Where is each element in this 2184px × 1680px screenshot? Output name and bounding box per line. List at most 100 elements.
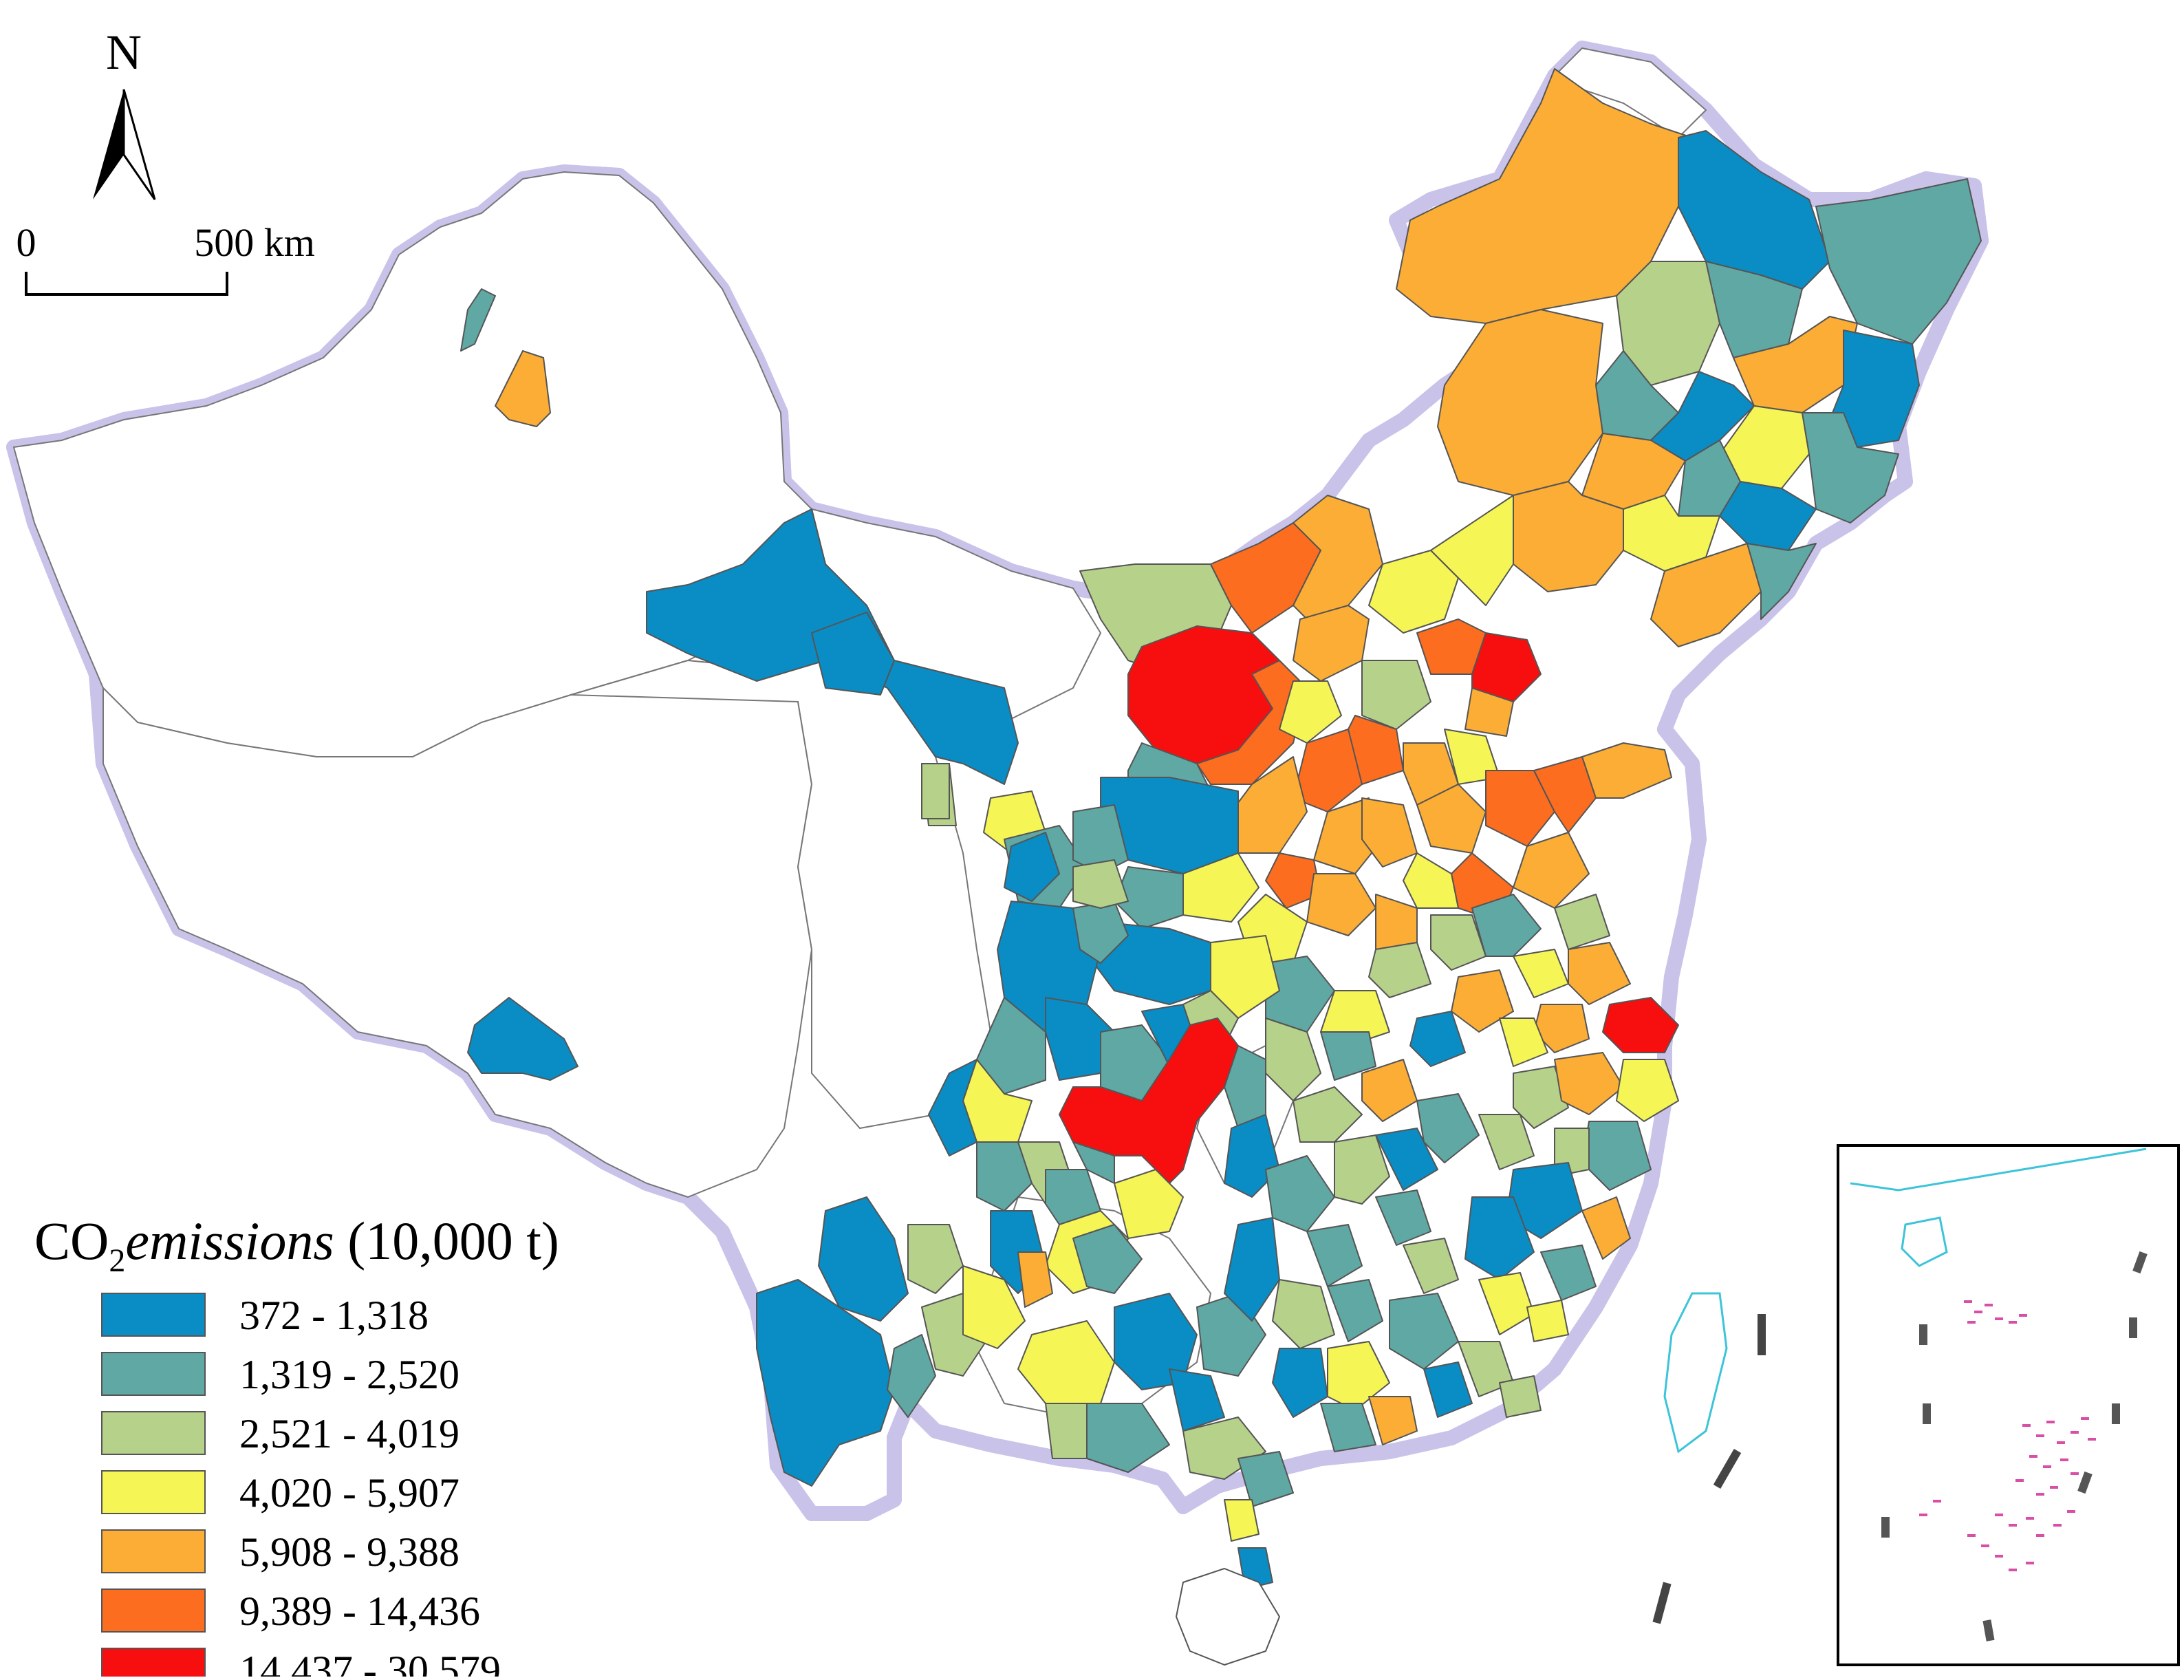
guiyang xyxy=(1072,1224,1143,1294)
hanzhong xyxy=(1093,921,1211,1005)
mianyang xyxy=(976,997,1046,1095)
bengbu xyxy=(1430,914,1486,971)
scale-bar: 0 500 km xyxy=(17,220,315,296)
maritime-boundary-dashes xyxy=(1652,1314,1766,1624)
liaoning-north xyxy=(1623,495,1720,572)
island-mark xyxy=(2081,1417,2089,1420)
legend-label: 9,389 - 14,436 xyxy=(239,1589,480,1634)
zhengzhou xyxy=(1306,873,1376,936)
island-mark xyxy=(2050,1486,2058,1489)
karamay xyxy=(495,350,551,427)
fuzhou xyxy=(1581,1196,1631,1260)
island-mark xyxy=(2015,1479,2024,1482)
island-mark xyxy=(1985,1304,1993,1306)
island-mark xyxy=(2057,1441,2065,1444)
hefei xyxy=(1451,969,1514,1033)
zunyi xyxy=(1114,1169,1184,1239)
tianjin xyxy=(1464,687,1514,737)
heihe xyxy=(1678,130,1830,290)
yongzhou xyxy=(1272,1348,1328,1418)
north-arrow: N xyxy=(93,25,156,200)
scale-bar-start: 0 xyxy=(17,220,36,265)
island-mark xyxy=(1919,1514,1927,1516)
inset-coastline xyxy=(1850,1148,2147,1192)
qujing xyxy=(962,1265,1026,1349)
island-mark xyxy=(2036,1534,2044,1537)
legend-swatch xyxy=(101,1352,206,1396)
island-mark xyxy=(2009,1321,2017,1324)
dingxi xyxy=(1004,832,1060,902)
legend-swatch xyxy=(101,1411,206,1455)
jian xyxy=(1403,1238,1459,1294)
sanming xyxy=(1464,1196,1535,1280)
linfen xyxy=(1265,852,1321,909)
jiujiang xyxy=(1375,1128,1438,1191)
yichun xyxy=(1375,1189,1431,1246)
island-mark xyxy=(2060,1458,2068,1461)
wuwei xyxy=(811,612,895,696)
yancheng xyxy=(1568,942,1631,1005)
linyi xyxy=(1513,832,1590,909)
legend-swatch xyxy=(101,1293,206,1337)
chuxiong xyxy=(907,1224,964,1294)
yanbian xyxy=(1802,412,1899,524)
legend-label: 2,521 - 4,019 xyxy=(239,1411,459,1456)
island-mark xyxy=(2067,1510,2075,1513)
island-mark xyxy=(2046,1421,2055,1423)
heze xyxy=(1403,852,1459,909)
leizhou xyxy=(1224,1499,1259,1542)
xiamen xyxy=(1526,1300,1569,1342)
chengde xyxy=(1430,495,1514,606)
ya-an xyxy=(976,1141,1032,1211)
liaoning-central xyxy=(1650,543,1762,647)
island-mark xyxy=(2043,1465,2051,1468)
liuzhou xyxy=(1169,1368,1225,1432)
island-mark xyxy=(1981,1544,1989,1547)
nanning xyxy=(1086,1403,1170,1473)
island-mark xyxy=(1974,1311,1982,1313)
island-mark xyxy=(2026,1562,2034,1564)
northeast-border xyxy=(1553,47,1707,139)
no-data-regions xyxy=(12,47,1707,1419)
anyang xyxy=(1361,797,1418,868)
baoding xyxy=(1361,660,1431,730)
legend-title: CO2emissions (10,000 t) xyxy=(34,1211,559,1279)
tibet-region xyxy=(102,659,813,1198)
tianshui xyxy=(1072,859,1129,909)
nanyang xyxy=(1265,956,1335,1033)
island-mark xyxy=(2022,1424,2031,1427)
huangshan xyxy=(1513,1066,1569,1129)
legend-label: 14,437 - 30,579 xyxy=(239,1648,501,1677)
ankang xyxy=(1210,935,1280,1019)
xishuangbanna xyxy=(756,1279,895,1487)
legend-swatch xyxy=(101,1470,206,1514)
dali xyxy=(818,1196,909,1322)
scale-bar-end: 500 km xyxy=(194,220,315,265)
liupanshui xyxy=(1017,1251,1053,1308)
chifeng xyxy=(1437,309,1603,496)
legend-label: 372 - 1,318 xyxy=(239,1293,429,1338)
zhoukou xyxy=(1368,942,1431,998)
xuzhou xyxy=(1471,894,1542,957)
ningbo xyxy=(1616,1059,1679,1122)
island-mark xyxy=(2009,1569,2017,1571)
heyuan xyxy=(1423,1361,1473,1418)
inset-dash-line xyxy=(1881,1251,2148,1641)
dezhou xyxy=(1416,784,1486,854)
yantai xyxy=(1581,742,1672,799)
shangrao xyxy=(1478,1114,1535,1170)
island-mark xyxy=(1967,1534,1976,1537)
longyan xyxy=(1478,1272,1535,1335)
jingzhou xyxy=(1293,1086,1363,1143)
island-mark xyxy=(1995,1317,2003,1320)
island-mark xyxy=(2071,1472,2079,1475)
weifang xyxy=(1533,756,1597,833)
taiwan-outline xyxy=(1663,1292,1728,1454)
legend-swatch xyxy=(101,1589,206,1633)
emission-regions xyxy=(460,68,1982,1666)
legend: CO2emissions (10,000 t) 372 - 1,318 1,319… xyxy=(34,1211,559,1680)
wenzhou xyxy=(1581,1121,1652,1191)
wuhan xyxy=(1361,1059,1418,1122)
lianyungang xyxy=(1554,894,1610,950)
